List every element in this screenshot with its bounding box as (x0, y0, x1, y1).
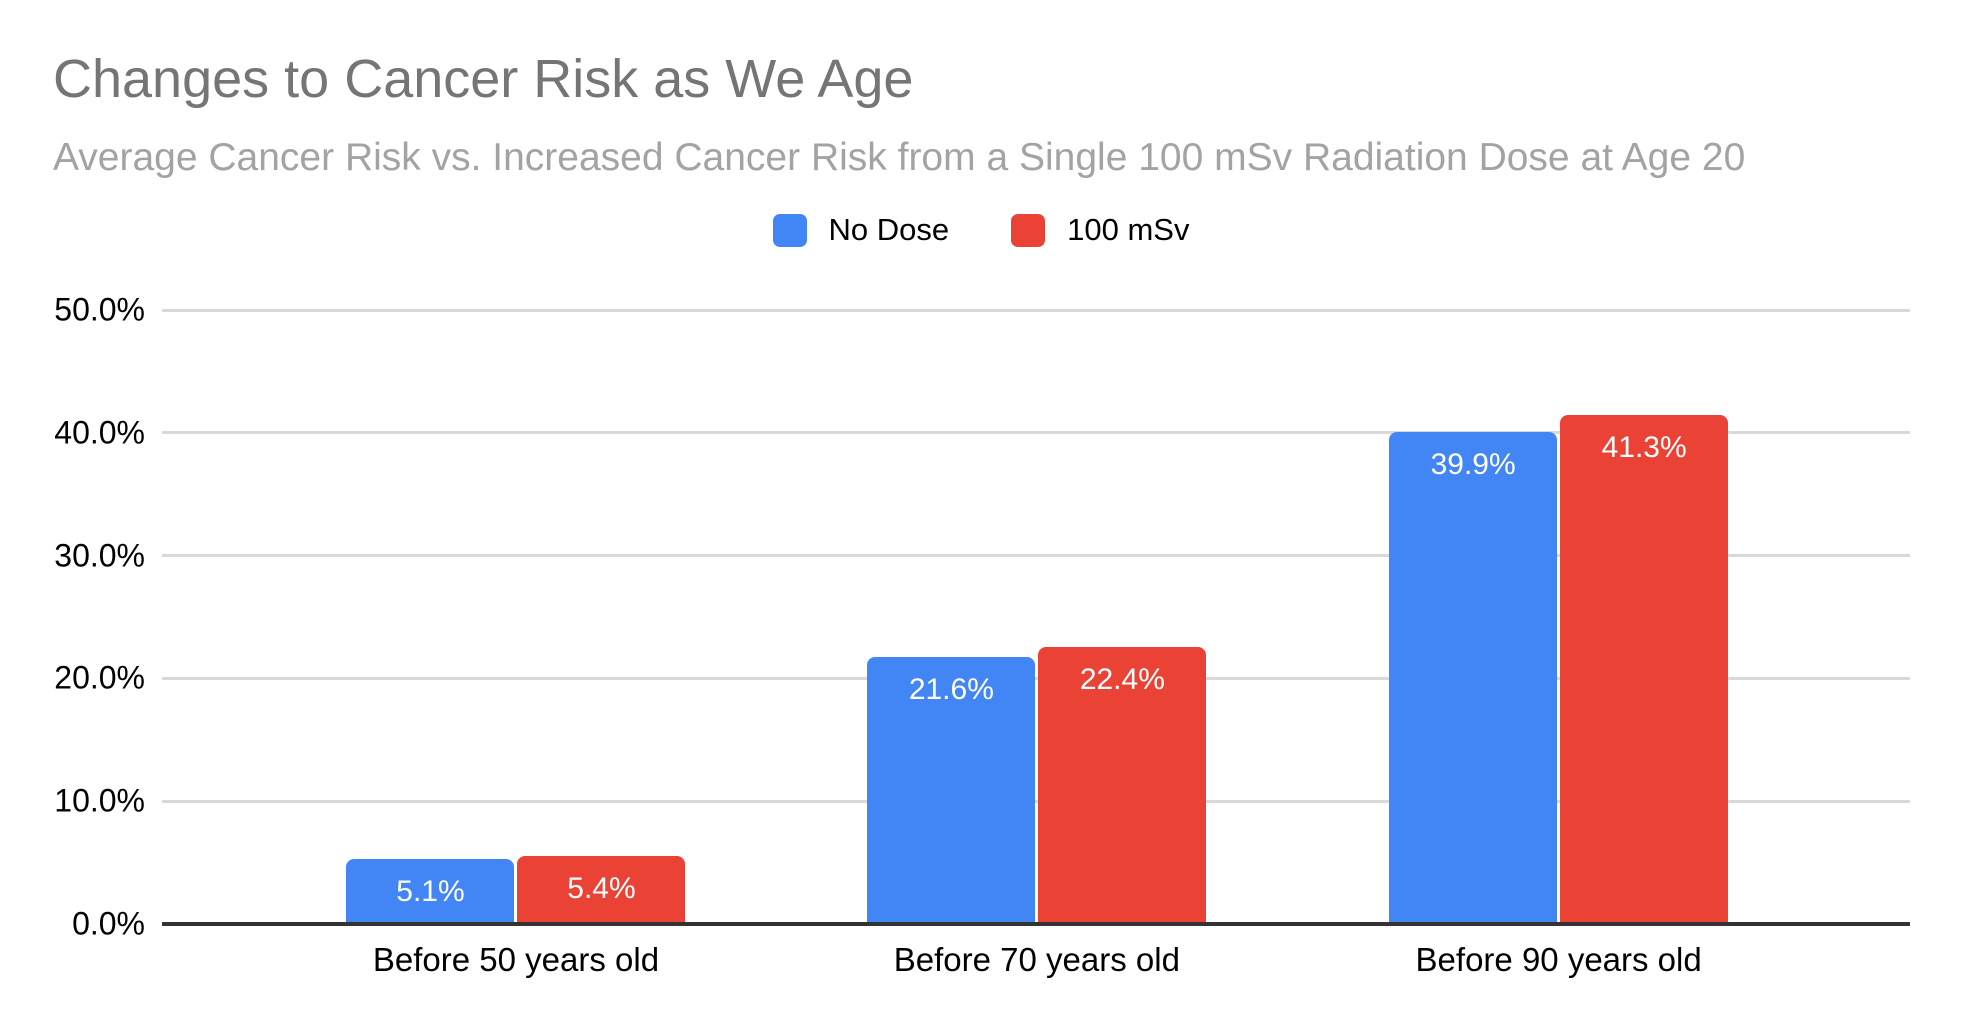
legend-swatch-no-dose (772, 213, 807, 247)
bar-no-dose-before-70-years-old[interactable]: 21.6% (867, 656, 1036, 922)
legend-item-no-dose[interactable]: No Dose (772, 212, 950, 248)
bar-100-msv-before-50-years-old[interactable]: 5.4% (517, 855, 686, 922)
bar-100-msv-before-70-years-old[interactable]: 22.4% (1038, 646, 1207, 922)
y-axis-tick-label: 10.0% (54, 782, 145, 819)
bar-no-dose-before-90-years-old[interactable]: 39.9% (1389, 432, 1558, 922)
gridline-50 (162, 308, 1910, 312)
bar-value-label: 5.4% (567, 871, 636, 905)
x-axis-category-label: Before 50 years old (372, 941, 660, 978)
legend-item-100-msv[interactable]: 100 mSv (1011, 212, 1189, 248)
x-axis-category-label: Before 70 years old (893, 941, 1180, 978)
bar-value-label: 41.3% (1601, 430, 1687, 464)
bar-value-label: 22.4% (1079, 662, 1165, 696)
y-axis-tick-label: 30.0% (54, 537, 145, 574)
legend-label: No Dose (828, 212, 950, 247)
bar-value-label: 39.9% (1430, 448, 1516, 482)
bar-no-dose-before-50-years-old[interactable]: 5.1% (346, 859, 515, 922)
y-axis-tick-label: 0.0% (72, 905, 145, 942)
legend: No Dose 100 mSv (0, 212, 1962, 248)
gridline-30 (162, 554, 1910, 558)
x-axis-baseline (162, 922, 1910, 926)
gridline-10 (162, 799, 1910, 803)
y-axis-tick-label: 20.0% (54, 659, 145, 696)
bar-value-label: 21.6% (908, 672, 994, 706)
legend-label: 100 mSv (1067, 212, 1190, 247)
bar-100-msv-before-90-years-old[interactable]: 41.3% (1560, 414, 1729, 922)
y-axis-tick-label: 40.0% (54, 414, 145, 451)
gridline-20 (162, 676, 1910, 680)
gridline-40 (162, 431, 1910, 435)
y-axis-tick-label: 50.0% (54, 291, 145, 328)
chart-title: Changes to Cancer Risk as We Age (53, 49, 914, 109)
chart-subtitle: Average Cancer Risk vs. Increased Cancer… (53, 136, 1746, 179)
bar-value-label: 5.1% (396, 875, 465, 909)
x-axis-category-label: Before 90 years old (1415, 941, 1702, 978)
legend-swatch-100-msv (1011, 213, 1046, 247)
